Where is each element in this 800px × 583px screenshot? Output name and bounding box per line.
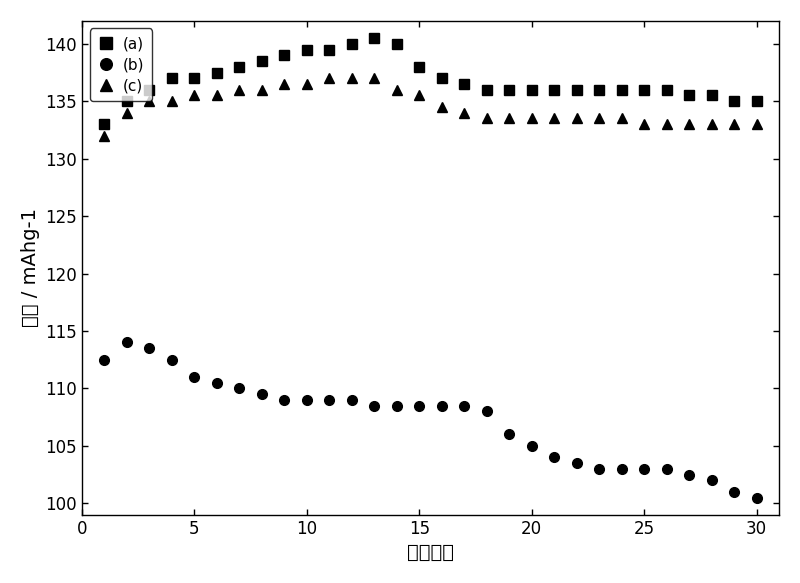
(a) (550, 86, 559, 93)
(b) (167, 356, 177, 363)
(a) (302, 46, 312, 53)
(b) (730, 489, 739, 496)
(a) (617, 86, 626, 93)
(c) (707, 121, 717, 128)
(b) (752, 494, 762, 501)
(a) (639, 86, 649, 93)
(b) (122, 339, 132, 346)
(c) (370, 75, 379, 82)
(c) (122, 109, 132, 116)
(b) (414, 402, 424, 409)
(c) (212, 92, 222, 99)
(c) (257, 86, 266, 93)
(a) (212, 69, 222, 76)
(b) (550, 454, 559, 461)
(b) (145, 345, 154, 352)
(c) (145, 98, 154, 105)
(b) (234, 385, 244, 392)
(a) (685, 92, 694, 99)
(c) (662, 121, 671, 128)
(b) (437, 402, 446, 409)
(a) (122, 98, 132, 105)
(a) (482, 86, 492, 93)
(a) (145, 86, 154, 93)
(a) (414, 64, 424, 71)
X-axis label: 循环次数: 循环次数 (407, 543, 454, 562)
(a) (594, 86, 604, 93)
(a) (190, 75, 199, 82)
(a) (662, 86, 671, 93)
(c) (437, 104, 446, 111)
(b) (662, 465, 671, 472)
(b) (707, 477, 717, 484)
(c) (167, 98, 177, 105)
(b) (370, 402, 379, 409)
(a) (257, 58, 266, 65)
(a) (370, 34, 379, 41)
(c) (414, 92, 424, 99)
(c) (302, 80, 312, 87)
(c) (505, 115, 514, 122)
(b) (302, 396, 312, 403)
(c) (685, 121, 694, 128)
Line: (a): (a) (100, 33, 762, 129)
(c) (190, 92, 199, 99)
(a) (437, 75, 446, 82)
(b) (347, 396, 357, 403)
(c) (730, 121, 739, 128)
(b) (459, 402, 469, 409)
(a) (100, 121, 110, 128)
Y-axis label: 容量 / mAhg-1: 容量 / mAhg-1 (21, 208, 40, 327)
(a) (392, 40, 402, 47)
(c) (482, 115, 492, 122)
(b) (482, 408, 492, 415)
(a) (234, 64, 244, 71)
(a) (707, 92, 717, 99)
(b) (685, 471, 694, 478)
(a) (347, 40, 357, 47)
Line: (c): (c) (100, 73, 762, 141)
(b) (617, 465, 626, 472)
(a) (167, 75, 177, 82)
(b) (212, 379, 222, 386)
Legend: (a), (b), (c): (a), (b), (c) (90, 29, 152, 101)
(a) (325, 46, 334, 53)
(a) (527, 86, 537, 93)
(c) (100, 132, 110, 139)
(b) (280, 396, 290, 403)
(b) (100, 356, 110, 363)
(a) (280, 52, 290, 59)
(b) (392, 402, 402, 409)
(a) (459, 80, 469, 87)
(b) (572, 459, 582, 466)
(c) (280, 80, 290, 87)
(c) (752, 121, 762, 128)
(c) (392, 86, 402, 93)
(c) (572, 115, 582, 122)
(c) (527, 115, 537, 122)
(b) (527, 442, 537, 449)
(a) (572, 86, 582, 93)
(b) (190, 374, 199, 381)
(b) (257, 391, 266, 398)
(c) (639, 121, 649, 128)
(a) (752, 98, 762, 105)
(b) (639, 465, 649, 472)
(c) (594, 115, 604, 122)
(b) (594, 465, 604, 472)
(c) (459, 109, 469, 116)
(a) (730, 98, 739, 105)
(a) (505, 86, 514, 93)
(c) (347, 75, 357, 82)
(c) (234, 86, 244, 93)
(c) (550, 115, 559, 122)
(c) (617, 115, 626, 122)
(b) (505, 431, 514, 438)
(c) (325, 75, 334, 82)
(b) (325, 396, 334, 403)
Line: (b): (b) (100, 338, 762, 503)
